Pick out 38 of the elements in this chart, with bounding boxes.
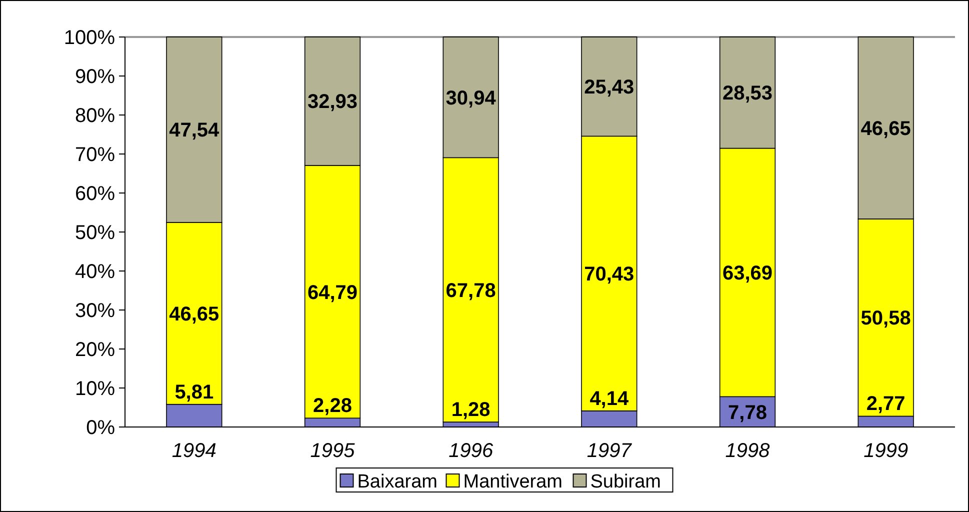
x-tick-label: 1995	[310, 440, 356, 462]
data-label: 7,78	[728, 402, 767, 424]
data-label: 67,78	[446, 280, 496, 302]
data-label: 5,81	[174, 381, 214, 404]
legend-label: Mantiveram	[463, 472, 562, 493]
x-tick-label: 1996	[448, 440, 494, 462]
y-tick-label: 30%	[74, 300, 116, 322]
x-tick-label: 1994	[172, 440, 216, 462]
data-label: 4,14	[590, 388, 630, 410]
y-tick-label: 90%	[74, 66, 116, 88]
x-tick-label: 1998	[725, 440, 770, 462]
data-label: 30,94	[446, 87, 497, 110]
y-tick-label: 0%	[86, 417, 116, 439]
data-label: 25,43	[584, 76, 634, 99]
y-tick-label: 80%	[74, 105, 116, 127]
x-tick-label: 1999	[864, 440, 908, 462]
y-tick-label: 50%	[74, 222, 116, 244]
data-label: 1,28	[451, 399, 490, 422]
y-tick-label: 10%	[74, 378, 116, 400]
y-tick-label: 20%	[74, 339, 116, 361]
data-label: 47,54	[169, 120, 220, 142]
x-tick-label: 1997	[586, 440, 632, 462]
data-label: 70,43	[584, 264, 634, 286]
data-label: 2,77	[866, 393, 906, 416]
data-label: 50,58	[860, 308, 911, 330]
y-tick-label: 60%	[74, 183, 116, 205]
data-label: 64,79	[307, 282, 358, 304]
data-label: 28,53	[722, 82, 773, 105]
data-label: 46,65	[860, 118, 911, 140]
data-label: 32,93	[307, 91, 358, 114]
y-tick-label: 70%	[74, 144, 116, 166]
data-label: 2,28	[313, 395, 352, 418]
legend-label: Subiram	[590, 472, 661, 493]
y-tick-label: 100%	[64, 27, 116, 49]
data-label: 46,65	[169, 303, 220, 326]
data-label: 63,69	[722, 262, 773, 284]
y-tick-label: 40%	[74, 261, 116, 283]
legend-label: Baixaram	[357, 472, 438, 493]
